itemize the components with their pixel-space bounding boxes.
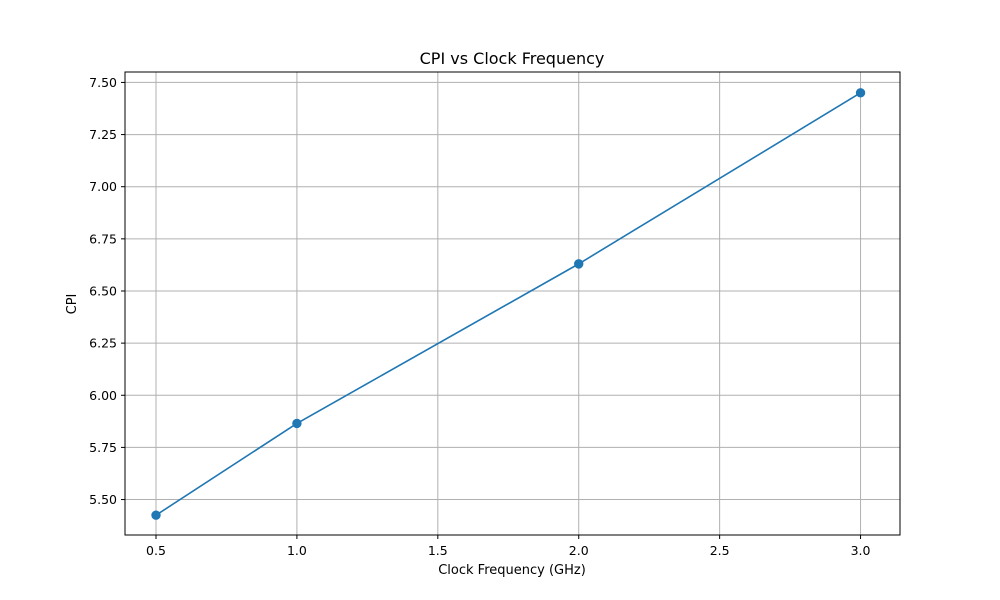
y-tick-label: 6.00	[89, 388, 117, 403]
plot-frame	[124, 71, 901, 536]
y-tick-label: 7.25	[89, 127, 117, 142]
series	[151, 88, 866, 520]
data-point-marker	[574, 259, 584, 269]
x-tick-label: 1.0	[287, 543, 307, 558]
y-tick-label: 6.75	[89, 231, 117, 246]
x-tick-label: 2.0	[569, 543, 589, 558]
data-point-marker	[855, 88, 866, 98]
x-axis-label: Clock Frequency (GHz)	[438, 563, 586, 578]
grid-lines	[125, 72, 900, 535]
y-tick-label: 6.25	[89, 336, 117, 351]
data-point-marker	[151, 510, 161, 520]
series-line	[155, 92, 861, 516]
y-tick-label: 7.50	[89, 75, 117, 90]
x-tick-label: 1.5	[428, 543, 448, 558]
plot-area-background	[125, 72, 900, 535]
x-axis-ticks: 0.5 1.0 1.5 2.0 2.5 3.0	[146, 535, 871, 558]
x-tick-label: 3.0	[851, 543, 871, 558]
y-axis-label: CPI	[65, 294, 80, 315]
x-tick-label: 2.5	[710, 543, 730, 558]
x-tick-label: 0.5	[146, 543, 166, 558]
y-tick-label: 7.00	[89, 179, 117, 194]
y-tick-label: 5.75	[89, 440, 117, 455]
y-tick-label: 5.50	[89, 492, 117, 507]
data-point-marker	[292, 418, 302, 429]
chart-title: CPI vs Clock Frequency	[420, 49, 605, 68]
y-axis-ticks: 5.50 5.75 6.00 6.25 6.50 6.75 7.00 7.25 7.50	[89, 75, 125, 507]
y-tick-label: 6.50	[89, 283, 117, 298]
